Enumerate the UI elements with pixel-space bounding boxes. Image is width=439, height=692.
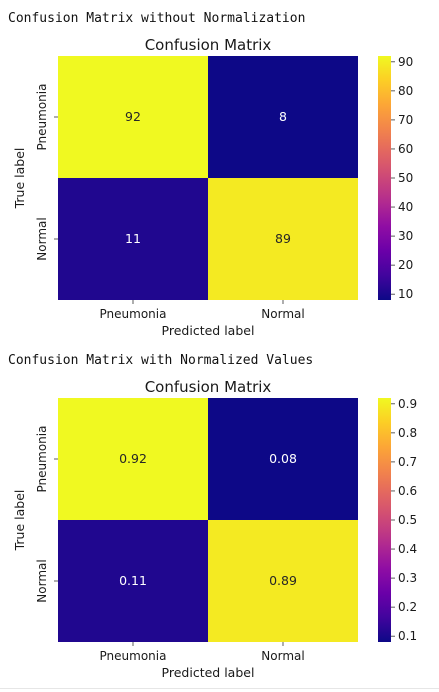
- colorbar-tick-label: 20: [398, 258, 413, 272]
- bottom-divider: [0, 688, 439, 689]
- confusion-matrix-chart-counts: Confusion Matrix 92 8 11 89 Pneumonia Normal Pr…: [12, 36, 413, 338]
- heatmap-cell: [58, 398, 208, 520]
- colorbar-tick-label: 0.8: [398, 426, 417, 440]
- colorbar-tick-label: 60: [398, 142, 413, 156]
- confusion-matrix-chart-normalized: Confusion Matrix 0.92 0.08 0.11 0.89 Pneumoni…: [12, 378, 417, 680]
- colorbar-tick-label: 10: [398, 287, 413, 301]
- chart-title: Confusion Matrix: [145, 378, 272, 396]
- chart-title: Confusion Matrix: [145, 36, 272, 54]
- heatmap-cell: [208, 56, 358, 178]
- cell-value-label: 11: [125, 231, 141, 246]
- heatmap-cell: [208, 398, 358, 520]
- y-tick-label: Normal: [35, 217, 49, 260]
- colorbar-tick-label: 50: [398, 171, 413, 185]
- cell-value-label: 0.89: [269, 573, 297, 588]
- colorbar-tick-label: 0.9: [398, 397, 417, 411]
- x-tick-label: Normal: [261, 307, 304, 321]
- x-axis-label: Predicted label: [162, 323, 255, 338]
- cell-value-label: 0.08: [269, 451, 297, 466]
- heatmap-cell: [58, 520, 208, 642]
- cell-value-label: 89: [275, 231, 291, 246]
- colorbar-tick-label: 80: [398, 84, 413, 98]
- colorbar-tick-label: 0.7: [398, 455, 417, 469]
- colorbar-tick-label: 90: [398, 55, 413, 69]
- caption-without-normalization: Confusion Matrix without Normalization: [8, 11, 306, 26]
- colorbar-tick-label: 0.3: [398, 571, 417, 585]
- caption-with-normalized-values: Confusion Matrix with Normalized Values: [8, 353, 314, 368]
- x-tick-label: Pneumonia: [100, 307, 167, 321]
- x-axis-label: Predicted label: [162, 665, 255, 680]
- heatmap-cell: [58, 178, 208, 300]
- x-tick-label: Pneumonia: [100, 649, 167, 663]
- colorbar-tick-label: 30: [398, 229, 413, 243]
- x-tick-label: Normal: [261, 649, 304, 663]
- colorbar-tick-label: 70: [398, 113, 413, 127]
- cell-value-label: 8: [279, 109, 287, 124]
- colorbar-tick-label: 0.5: [398, 513, 417, 527]
- y-tick-label: Pneumonia: [35, 426, 49, 493]
- cell-value-label: 92: [125, 109, 141, 124]
- colorbar-tick-label: 0.2: [398, 600, 417, 614]
- cell-value-label: 0.11: [119, 573, 147, 588]
- heatmap-cell: [208, 178, 358, 300]
- colorbar-tick-label: 0.6: [398, 484, 417, 498]
- colorbar-tick-label: 0.1: [398, 629, 417, 643]
- heatmap-cell: [208, 520, 358, 642]
- y-tick-label: Pneumonia: [35, 84, 49, 151]
- colorbar-tick-label: 40: [398, 200, 413, 214]
- colorbar: [378, 56, 391, 300]
- heatmap-cell: [58, 56, 208, 178]
- y-axis-label: True label: [12, 148, 27, 210]
- cell-value-label: 0.92: [119, 451, 147, 466]
- y-axis-label: True label: [12, 490, 27, 552]
- y-tick-label: Normal: [35, 559, 49, 602]
- colorbar-tick-label: 0.4: [398, 542, 417, 556]
- colorbar: [378, 398, 391, 642]
